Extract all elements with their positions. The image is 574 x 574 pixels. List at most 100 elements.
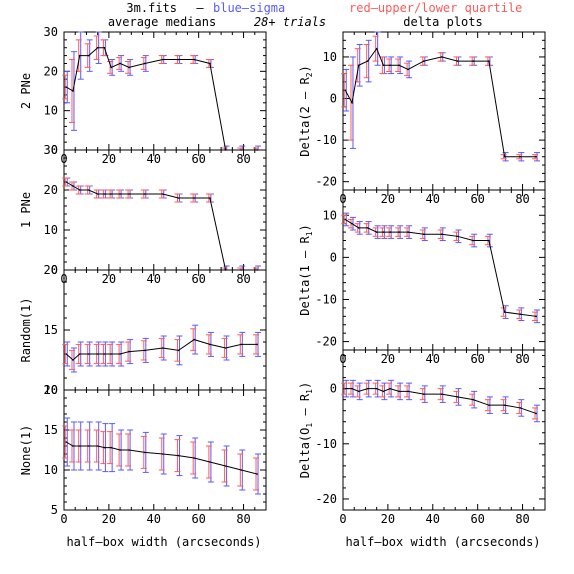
x-tick-label: 0	[60, 512, 67, 526]
y-tick-label: 5	[51, 503, 58, 517]
y-tick-label: 10	[44, 223, 58, 237]
y-axis-label-part: )	[298, 65, 312, 72]
error-bar-quartile	[68, 349, 75, 371]
data-point	[78, 353, 81, 355]
y-axis-label: None(1)	[19, 425, 33, 476]
error-bar-quartile	[75, 343, 82, 365]
y-tick-label: 10	[44, 463, 58, 477]
data-point	[440, 393, 443, 395]
y-tick-label: 10	[323, 50, 337, 64]
data-point	[193, 58, 195, 61]
y-tick-label: 20	[44, 64, 58, 78]
data-point	[78, 54, 81, 57]
data-point	[110, 66, 112, 69]
error-bar-quartile	[341, 73, 348, 108]
error-bar-quartile	[347, 218, 354, 229]
plot-frame	[63, 269, 267, 391]
y-tick-label: 20	[44, 263, 58, 277]
data-point	[87, 54, 90, 57]
plot-frame	[63, 149, 267, 271]
data-point	[65, 181, 68, 183]
data-point	[344, 89, 347, 92]
y-tick-label: 20	[44, 183, 58, 197]
error-bar-sigma	[534, 152, 541, 162]
data-point	[78, 189, 81, 191]
y-tick-label: 20	[44, 383, 58, 397]
error-bar-sigma	[374, 31, 381, 66]
y-axis-label: Delta(O1 – R1)	[298, 382, 314, 478]
data-point	[488, 60, 490, 62]
error-bar-sigma	[365, 39, 372, 83]
data-point	[209, 461, 211, 463]
data-point	[398, 64, 400, 67]
data-point	[519, 155, 522, 158]
x-tick-label: 20	[102, 272, 116, 286]
right-panel-title: delta plots	[403, 15, 482, 29]
data-point	[240, 469, 243, 471]
error-bar-sigma	[64, 70, 71, 104]
data-point	[161, 453, 164, 455]
y-tick-label: 30	[44, 143, 58, 157]
data-point	[103, 353, 106, 355]
data-point	[423, 233, 425, 236]
plot-frame	[63, 389, 267, 511]
x-tick-label: 40	[426, 512, 440, 526]
data-point	[128, 66, 130, 69]
x-tick-label: 80	[515, 352, 529, 366]
y-tick-label: -10	[315, 437, 337, 451]
data-point	[357, 390, 360, 393]
x-tick-label: 20	[102, 152, 116, 166]
data-point	[456, 235, 459, 238]
error-bar-sigma	[70, 51, 77, 131]
y-axis-label: Delta(2 – R2)	[298, 65, 314, 157]
data-point	[423, 60, 425, 62]
data-point	[366, 60, 369, 62]
data-point	[519, 407, 522, 409]
data-point	[398, 231, 400, 233]
y-axis-label-subscript: 1	[305, 423, 314, 428]
data-point	[128, 350, 130, 353]
data-point	[209, 197, 211, 199]
data-point	[382, 390, 385, 393]
x-tick-label: 40	[147, 512, 161, 526]
y-tick-label: 10	[44, 104, 58, 118]
y-axis-label-part: – R	[298, 393, 312, 423]
data-point	[472, 239, 474, 242]
data-point	[119, 449, 121, 451]
y-tick-label: 0	[330, 382, 337, 396]
x-tick-label: 40	[147, 272, 161, 286]
data-point	[224, 465, 227, 467]
error-bar-sigma	[349, 56, 356, 149]
data-point	[119, 353, 121, 355]
data-point	[103, 46, 106, 49]
error-bar-quartile	[62, 425, 69, 459]
x-tick-label: 60	[191, 272, 205, 286]
y-tick-label: 0	[330, 250, 337, 264]
error-bar-sigma	[255, 331, 262, 357]
error-bar-sigma	[343, 68, 350, 112]
y-tick-label: 15	[44, 323, 58, 337]
data-point	[503, 155, 506, 158]
data-point	[407, 231, 409, 233]
error-bar-quartile	[354, 223, 361, 233]
data-point	[488, 404, 490, 406]
data-point	[103, 446, 106, 449]
data-point	[423, 393, 425, 395]
data-point	[535, 155, 537, 158]
error-bar-quartile	[372, 35, 379, 62]
x-tick-label: 20	[381, 512, 395, 526]
y-tick-label: 30	[44, 25, 58, 39]
data-point	[535, 315, 537, 318]
error-bar-quartile	[62, 74, 69, 100]
header-file: 3m.fits	[126, 1, 177, 15]
data-point	[389, 231, 391, 233]
data-point	[240, 343, 243, 346]
y-axis-label-part: 1 PNe	[19, 192, 33, 228]
x-tick-label: 80	[515, 512, 529, 526]
data-point	[351, 387, 353, 390]
y-tick-label: 0	[330, 92, 337, 106]
y-axis-label-part: )	[298, 382, 312, 389]
data-point	[209, 343, 211, 346]
